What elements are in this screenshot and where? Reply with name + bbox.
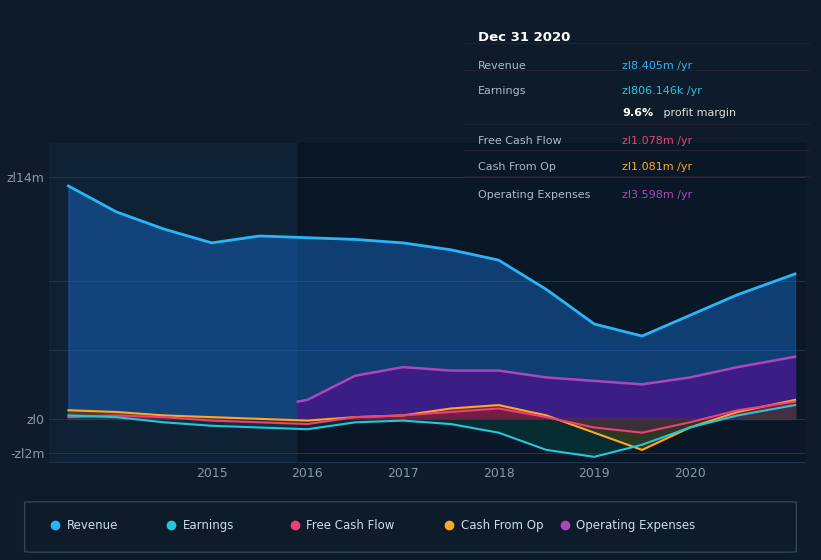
Text: profit margin: profit margin xyxy=(660,108,736,118)
Text: Cash From Op: Cash From Op xyxy=(461,519,544,532)
Text: zl1.078m /yr: zl1.078m /yr xyxy=(622,136,693,146)
Text: zl1.081m /yr: zl1.081m /yr xyxy=(622,162,693,172)
Text: Free Cash Flow: Free Cash Flow xyxy=(478,136,562,146)
Text: Dec 31 2020: Dec 31 2020 xyxy=(478,31,570,44)
Text: Revenue: Revenue xyxy=(478,60,526,71)
Text: Cash From Op: Cash From Op xyxy=(478,162,556,172)
Bar xyxy=(298,143,805,462)
Text: Operating Expenses: Operating Expenses xyxy=(478,190,590,200)
Text: Earnings: Earnings xyxy=(183,519,234,532)
Text: zl806.146k /yr: zl806.146k /yr xyxy=(622,86,702,96)
Text: Operating Expenses: Operating Expenses xyxy=(576,519,695,532)
FancyBboxPatch shape xyxy=(25,502,796,552)
Text: zl8.405m /yr: zl8.405m /yr xyxy=(622,60,693,71)
Text: Free Cash Flow: Free Cash Flow xyxy=(306,519,395,532)
Text: Earnings: Earnings xyxy=(478,86,526,96)
Text: Revenue: Revenue xyxy=(67,519,118,532)
Text: 9.6%: 9.6% xyxy=(622,108,654,118)
Text: zl3.598m /yr: zl3.598m /yr xyxy=(622,190,693,200)
